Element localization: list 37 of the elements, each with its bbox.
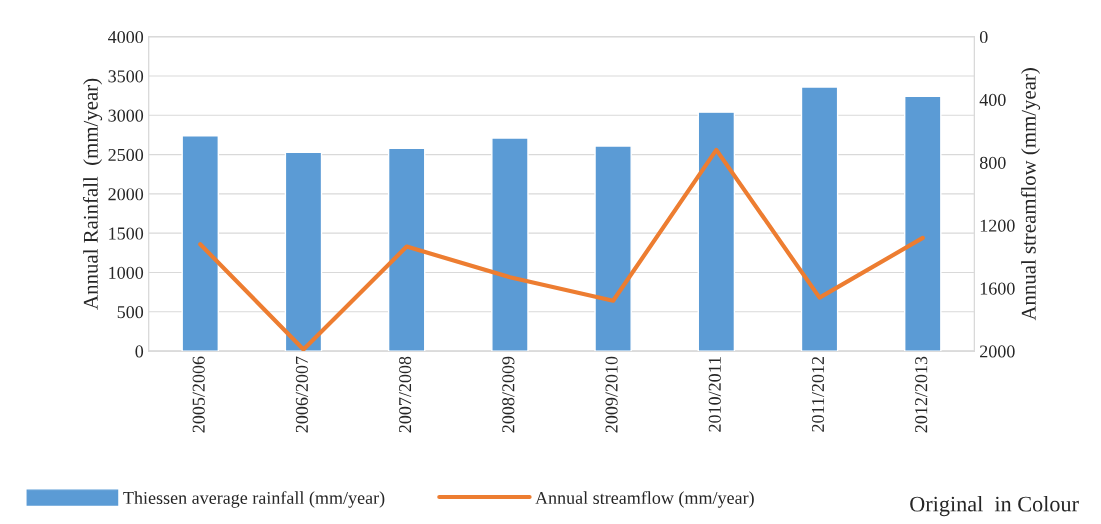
bar — [800, 86, 839, 352]
y2-tick-label: 800 — [979, 156, 1006, 169]
y-tick-label: 1000 — [109, 266, 144, 279]
line-series — [198, 147, 925, 352]
x-tick-label: 2005/2006 — [192, 356, 205, 433]
y-tick-label: 2500 — [108, 148, 144, 162]
x-tick-label: 2006/2007 — [295, 356, 308, 433]
bar — [594, 145, 632, 352]
x-tick-label: 2008/2009 — [502, 356, 515, 433]
bar — [387, 147, 426, 352]
x-tick-label: 2010/2011 — [708, 357, 721, 432]
y2-tick-label: 400 — [979, 93, 1006, 106]
bar — [491, 137, 529, 352]
y-axis-title: Annual Rainfall (mm/year) — [82, 78, 103, 310]
x-tick-label: 2012/2013 — [915, 356, 928, 433]
y-tick-label: 1500 — [109, 227, 144, 240]
x-tick-label: 2011/2012 — [811, 356, 825, 432]
y2-axis-title: Annual streamflow (mm/year) — [1020, 68, 1041, 321]
bar — [181, 135, 220, 352]
bar — [284, 151, 323, 352]
x-tick-label: 2009/2010 — [605, 356, 618, 433]
y2-tick-label: 1600 — [980, 282, 1015, 295]
y-tick-label: 2000 — [108, 188, 144, 201]
y2-tick-label: 0 — [979, 30, 988, 44]
y-tick-label: 4000 — [108, 30, 144, 44]
x-tick-label: 2007/2008 — [399, 356, 412, 433]
y-tick-label: 3000 — [108, 109, 144, 122]
y-tick-label: 500 — [117, 306, 144, 319]
legend-label: Annual streamflow (mm/year) — [535, 491, 754, 508]
bar — [697, 111, 736, 352]
y-tick-label: 0 — [135, 345, 144, 358]
y-tick-label: 3500 — [108, 70, 144, 83]
y2-tick-label: 1200 — [980, 219, 1015, 232]
y2-tick-label: 2000 — [980, 345, 1015, 358]
bar — [904, 95, 942, 352]
legend-label: Thiessen average rainfall (mm/year) — [123, 491, 385, 508]
text: Original in Colour — [910, 495, 1079, 517]
